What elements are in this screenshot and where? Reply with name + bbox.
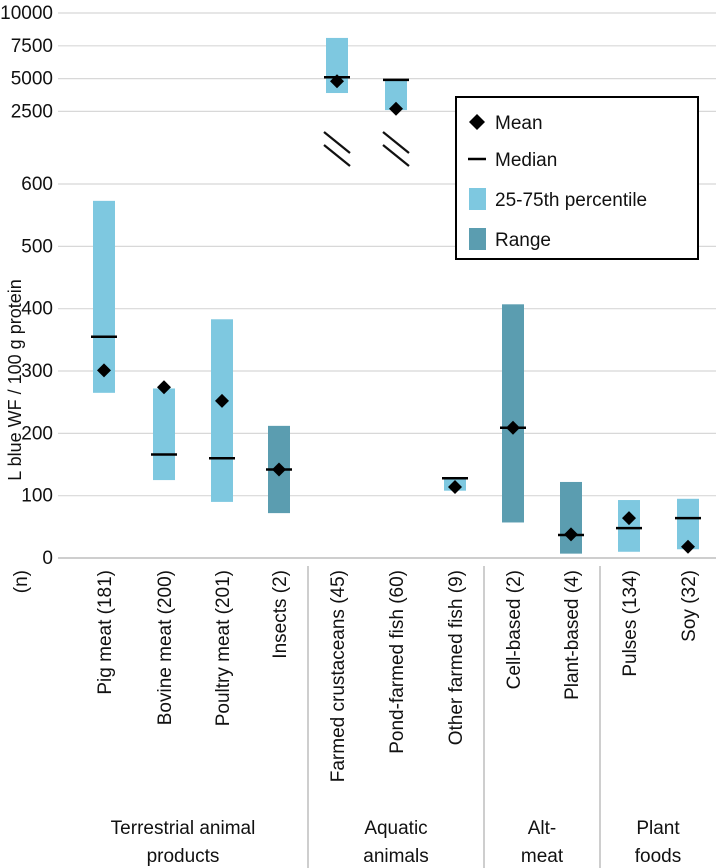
category-label: Cell-based (2): [504, 570, 525, 689]
category-label: Plant-based (4): [562, 570, 583, 700]
group-label-line1: Terrestrial animal: [111, 818, 256, 839]
mean-3: [215, 393, 229, 408]
y-tick-upper: 5000: [11, 69, 53, 90]
category-label: Bovine meat (200): [155, 570, 176, 725]
bar-1: [93, 200, 115, 393]
n-label: (n): [11, 570, 32, 593]
category-label: Other farmed fish (9): [446, 570, 467, 745]
mean-4: [272, 462, 286, 477]
y-tick-upper: 10000: [0, 3, 53, 24]
group-label-line2: animals: [363, 846, 428, 867]
category-labels: (n) Pig meat (181) Bovine meat (200) Poultr…: [11, 570, 700, 782]
y-tick-upper: 7500: [11, 36, 53, 57]
group-label-line1: Plant: [636, 818, 680, 839]
group-label-line2: meat: [521, 846, 564, 867]
group-labels: Terrestrial animal products Aquatic animals…: [111, 818, 682, 867]
category-label: Soy (32): [679, 570, 700, 642]
bar-5: [326, 37, 348, 94]
axis-break-marks: [323, 131, 410, 167]
bar-6: [385, 79, 407, 111]
bar-2: [153, 388, 175, 481]
legend-percentile-swatch: [469, 188, 486, 210]
mean-9: [564, 527, 578, 542]
mean-11: [681, 539, 695, 554]
break-stroke: [382, 144, 410, 167]
mean-5: [330, 74, 344, 89]
bar-3: [211, 319, 233, 502]
y-tick-lower: 400: [21, 299, 53, 320]
bar-9: [560, 481, 582, 554]
break-stroke: [382, 131, 410, 154]
y-axis-label: L blue WF / 100 g protein: [5, 279, 25, 480]
category-label: Insects (2): [270, 570, 291, 659]
mean-2: [157, 380, 171, 395]
group-label-line2: products: [147, 846, 220, 867]
group-label-line1: Aquatic: [364, 818, 427, 839]
break-mark: [382, 131, 410, 167]
legend-percentile: 25-75th percentile: [495, 190, 647, 211]
legend-box: [455, 96, 699, 260]
bars: [91, 37, 701, 554]
category-label: Pig meat (181): [95, 570, 116, 695]
mean-1: [97, 363, 111, 378]
mean-6: [389, 101, 403, 116]
bar-11: [677, 498, 699, 550]
grid-lines: [58, 12, 716, 868]
y-tick-lower: 100: [21, 486, 53, 507]
y-tick-lower: 500: [21, 236, 53, 257]
bar-10: [618, 500, 640, 552]
legend-range: Range: [495, 230, 551, 251]
legend-mean: Mean: [495, 113, 543, 134]
legend-range-swatch: [469, 228, 486, 250]
y-tick-lower: 300: [21, 361, 53, 382]
category-label: Pulses (134): [620, 570, 641, 677]
group-label-line2: foods: [635, 846, 681, 867]
category-label: Poultry meat (201): [213, 570, 234, 726]
group-label-line1: Alt-: [528, 818, 557, 839]
break-stroke: [323, 131, 351, 154]
y-tick-lower: 600: [21, 174, 53, 195]
bar-8: [502, 304, 524, 523]
category-label: Farmed crustaceans (45): [328, 570, 349, 782]
mean-8: [506, 420, 520, 435]
mean-10: [622, 511, 636, 526]
axis-labels: 10000 7500 5000 2500 600 500 400 300 200 100 0 L bl…: [0, 3, 53, 569]
legend: Mean Median 25-75th percentile Range: [455, 96, 699, 260]
break-stroke: [323, 144, 351, 167]
legend-mean-marker: [469, 114, 485, 130]
y-tick-lower: 0: [42, 548, 53, 569]
y-tick-upper: 2500: [11, 101, 53, 122]
mean-7: [448, 479, 462, 494]
y-tick-lower: 200: [21, 423, 53, 444]
legend-median: Median: [495, 150, 557, 171]
category-label: Pond-farmed fish (60): [387, 570, 408, 754]
break-mark: [323, 131, 351, 167]
